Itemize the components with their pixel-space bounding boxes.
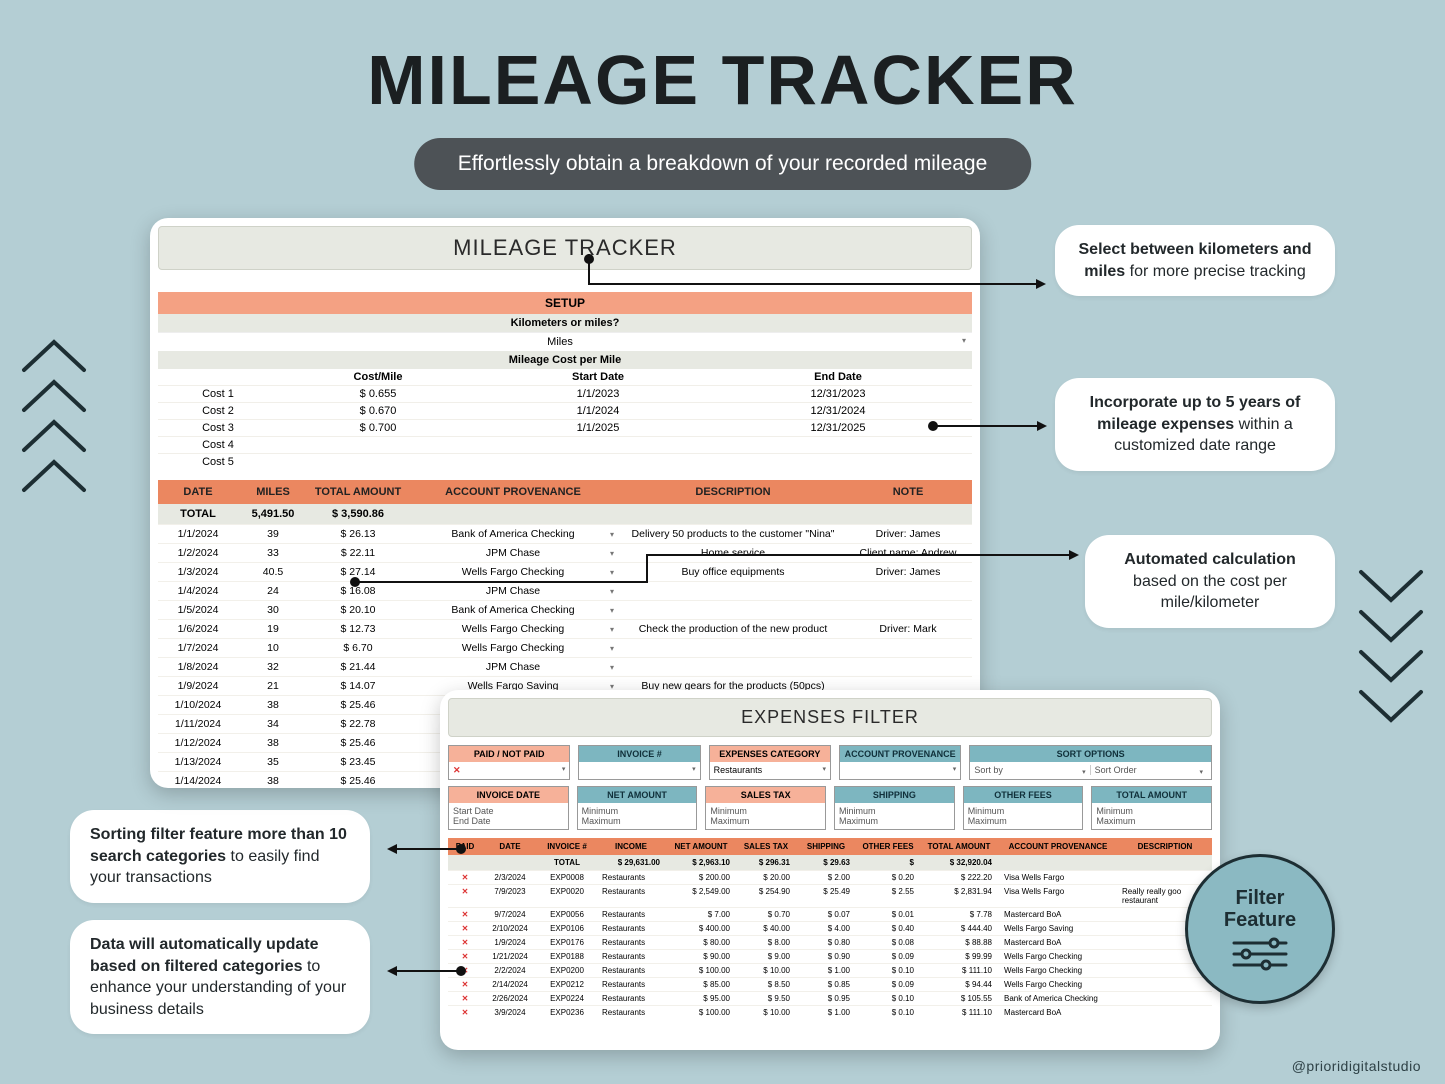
chevron-decor-right (1355, 560, 1427, 740)
filter-total[interactable]: TOTAL AMOUNT MinimumMaximum (1091, 786, 1212, 830)
badge-line1: Filter (1236, 887, 1285, 909)
filter-other[interactable]: OTHER FEES MinimumMaximum (963, 786, 1084, 830)
expense-row[interactable]: ✕1/21/2024EXP0188Restaurants$ 90.00$ 9.0… (448, 949, 1212, 963)
cost-row[interactable]: Cost 3$ 0.7001/1/202512/31/2025 (158, 419, 972, 436)
expense-row[interactable]: ✕2/2/2024EXP0200Restaurants$ 100.00$ 10.… (448, 963, 1212, 977)
chevron-decor-left (18, 330, 90, 510)
log-headers: DATEMILES TOTAL AMOUNTACCOUNT PROVENANCE… (158, 480, 972, 504)
filter-tax[interactable]: SALES TAX MinimumMaximum (705, 786, 826, 830)
unit-question: Kilometers or miles? (158, 314, 972, 332)
expenses-headers: PAIDDATEINVOICE # INCOMENET AMOUNTSALES … (448, 838, 1212, 855)
callout-5-years: Incorporate up to 5 years of mileage exp… (1055, 378, 1335, 471)
unit-select[interactable]: Miles▾ (158, 332, 972, 351)
subtitle: Effortlessly obtain a breakdown of your … (414, 138, 1032, 190)
log-row[interactable]: 1/8/202432$ 21.44JPM Chase▾ (158, 657, 972, 676)
filters-row-2: INVOICE DATE Start DateEnd Date NET AMOU… (448, 786, 1212, 830)
expenses-total-row: TOTAL $ 29,631.00 $ 2,963.10 $ 296.31 $ … (448, 855, 1212, 870)
filter-net[interactable]: NET AMOUNT MinimumMaximum (577, 786, 698, 830)
expense-row[interactable]: ✕1/9/2024EXP0176Restaurants$ 80.00$ 8.00… (448, 935, 1212, 949)
filter-invoice-num[interactable]: INVOICE # ▾ (578, 745, 700, 780)
cost-row[interactable]: Cost 5 (158, 453, 972, 470)
callout-auto-update: Data will automatically update based on … (70, 920, 370, 1034)
expense-row[interactable]: ✕2/26/2024EXP0224Restaurants$ 95.00$ 9.5… (448, 991, 1212, 1005)
log-row[interactable]: 1/6/202419$ 12.73Wells Fargo Checking▾Ch… (158, 619, 972, 638)
cost-row[interactable]: Cost 1$ 0.6551/1/202312/31/2023 (158, 385, 972, 402)
log-row[interactable]: 1/5/202430$ 20.10Bank of America Checkin… (158, 600, 972, 619)
log-row[interactable]: 1/4/202424$ 16.08JPM Chase▾ (158, 581, 972, 600)
expense-row[interactable]: ✕7/9/2023EXP0020Restaurants$ 2,549.00$ 2… (448, 884, 1212, 907)
callout-km-miles: Select between kilometers and miles for … (1055, 225, 1335, 296)
cost-row[interactable]: Cost 4 (158, 436, 972, 453)
filter-feature-badge: Filter Feature (1185, 854, 1335, 1004)
callout-sorting: Sorting filter feature more than 10 sear… (70, 810, 370, 903)
setup-label: SETUP (158, 292, 972, 314)
expense-row[interactable]: ✕2/14/2024EXP0212Restaurants$ 85.00$ 8.5… (448, 977, 1212, 991)
sliders-icon (1230, 937, 1290, 971)
cost-section-label: Mileage Cost per Mile (158, 351, 972, 369)
expenses-panel-header: EXPENSES FILTER (448, 698, 1212, 737)
log-total-row: TOTAL 5,491.50 $ 3,590.86 (158, 504, 972, 524)
filters-row-1: PAID / NOT PAID ✕▾ INVOICE # ▾ EXPENSES … (448, 745, 1212, 780)
page-title: MILEAGE TRACKER (0, 40, 1445, 120)
filter-invoice-date[interactable]: INVOICE DATE Start DateEnd Date (448, 786, 569, 830)
filter-paid[interactable]: PAID / NOT PAID ✕▾ (448, 745, 570, 780)
cost-row[interactable]: Cost 2$ 0.6701/1/202412/31/2024 (158, 402, 972, 419)
badge-line2: Feature (1224, 909, 1296, 931)
filter-account[interactable]: ACCOUNT PROVENANCE ▾ (839, 745, 961, 780)
mileage-panel-header: MILEAGE TRACKER (158, 226, 972, 270)
filter-category[interactable]: EXPENSES CATEGORY Restaurants▾ (709, 745, 831, 780)
expense-row[interactable]: ✕2/10/2024EXP0106Restaurants$ 400.00$ 40… (448, 921, 1212, 935)
log-row[interactable]: 1/7/202410$ 6.70Wells Fargo Checking▾ (158, 638, 972, 657)
expenses-panel: EXPENSES FILTER PAID / NOT PAID ✕▾ INVOI… (440, 690, 1220, 1050)
expense-row[interactable]: ✕9/7/2024EXP0056Restaurants$ 7.00$ 0.70$… (448, 907, 1212, 921)
expense-row[interactable]: ✕2/3/2024EXP0008Restaurants$ 200.00$ 20.… (448, 870, 1212, 884)
expense-row[interactable]: ✕3/9/2024EXP0236Restaurants$ 100.00$ 10.… (448, 1005, 1212, 1019)
watermark: @prioridigitalstudio (1292, 1058, 1421, 1074)
log-row[interactable]: 1/1/202439$ 26.13Bank of America Checkin… (158, 524, 972, 543)
filter-sort[interactable]: SORT OPTIONS Sort by▾ Sort Order▾ (969, 745, 1212, 780)
cost-headers: Cost/Mile Start Date End Date (158, 369, 972, 385)
callout-auto-calc: Automated calculation based on the cost … (1085, 535, 1335, 628)
log-row[interactable]: 1/3/202440.5$ 27.14Wells Fargo Checking▾… (158, 562, 972, 581)
log-row[interactable]: 1/2/202433$ 22.11JPM Chase▾Home serviceC… (158, 543, 972, 562)
filter-ship[interactable]: SHIPPING MinimumMaximum (834, 786, 955, 830)
